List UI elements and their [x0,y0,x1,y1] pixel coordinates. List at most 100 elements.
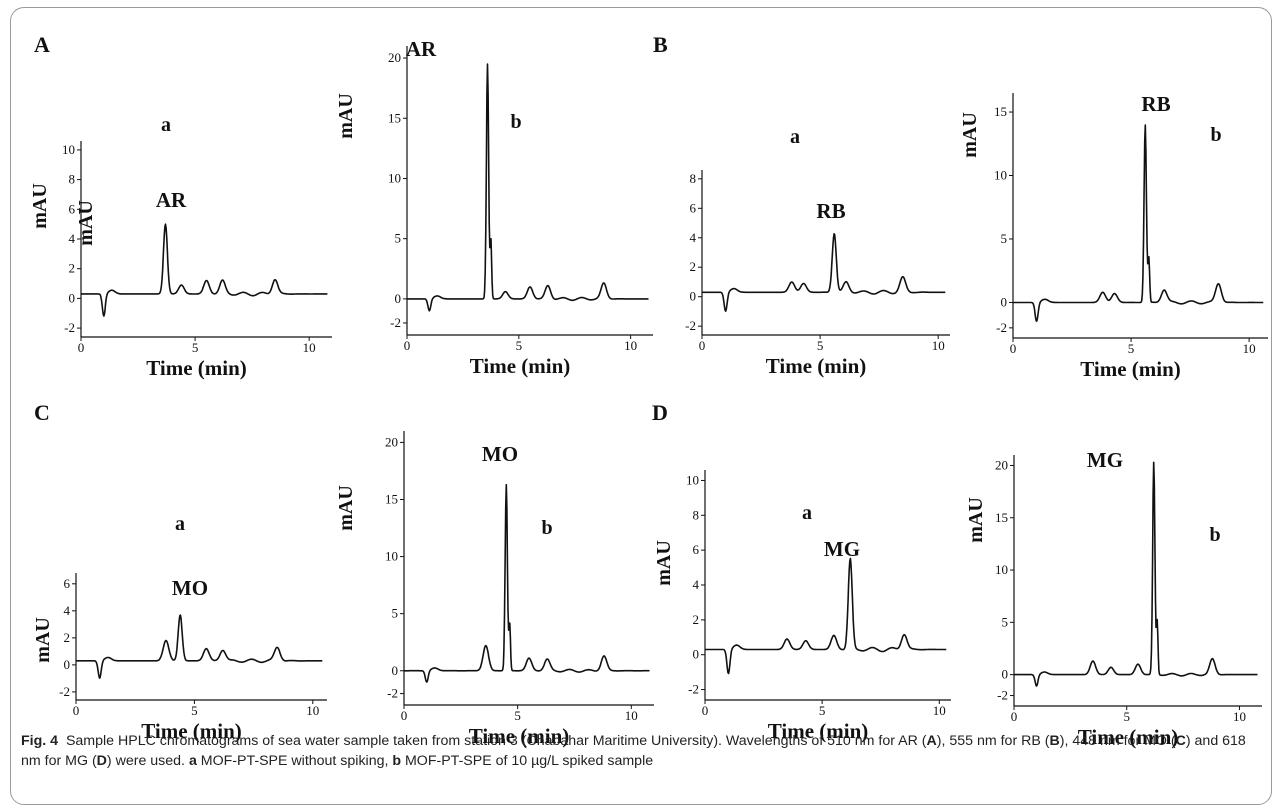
peak-label-b-b: RB [1141,92,1170,116]
y-tick-label-d-b: 10 [995,562,1008,577]
subpanel-label-a-b: b [510,111,521,133]
peak-label-a-a: AR [156,188,187,212]
y-tick-label-d-b: 0 [1002,667,1009,682]
y-tick-label-d-a: -2 [688,682,699,697]
y-tick-label-c-a: -2 [59,684,70,699]
x-tick-label-a-a: 5 [192,340,199,355]
x-tick-label-d-a: 10 [933,703,946,718]
x-tick-label-a-b: 10 [624,338,637,353]
y-tick-label-d-a: 4 [693,577,700,592]
panel-letter-B: B [653,32,668,57]
y-tick-label-a-b: -2 [390,315,401,330]
y-tick-label-b-b: 15 [994,104,1007,119]
y-tick-label-b-b: 0 [1001,294,1008,309]
caption-text-6: MOF-PT-SPE without spiking, [196,753,393,769]
y-tick-label-d-b: 15 [995,510,1008,525]
x-tick-label-d-b: 0 [1011,709,1018,724]
y-axis-label-d-b: mAU [965,497,987,543]
chromatogram-trace-b-a [701,233,946,312]
y-tick-label-d-b: 20 [995,457,1008,472]
y-tick-label-a-b: 10 [388,170,401,185]
y-tick-label-d-a: 2 [693,612,700,627]
y-tick-label-c-b: 5 [392,606,399,621]
x-tick-label-d-b: 5 [1123,709,1130,724]
x-tick-label-b-a: 5 [817,338,824,353]
caption-text-3: ), 448 nm for MO ( [1059,733,1176,749]
y-tick-label-a-a: 2 [69,261,76,276]
caption-ref-b: b [392,753,402,769]
y-tick-label-b-a: 0 [690,289,697,304]
caption-label: Fig. 4 [21,733,59,749]
peak-label-d-a: MG [824,537,860,561]
subpanel-label-b-a: a [790,126,800,148]
caption-ref-a: a [188,753,197,769]
chromatogram-trace-b-b [1012,124,1264,322]
y-tick-label-b-a: 4 [690,230,697,245]
panel-letter-D: D [652,400,668,425]
subpanel-label-d-b: b [1209,524,1220,546]
y-tick-label-d-b: 5 [1002,614,1009,629]
x-tick-label-c-a: 0 [73,703,80,718]
y-tick-label-a-a: 10 [62,142,75,157]
caption-ref-B: B [1049,733,1060,749]
y-tick-label-c-a: 2 [64,630,71,645]
peak-label-a-b: AR [406,37,437,61]
y-axis-label-c-b: mAU [335,485,357,531]
x-tick-label-c-a: 10 [306,703,319,718]
subpanel-label-b-b: b [1210,124,1221,146]
y-tick-label-c-b: 15 [385,492,398,507]
y-axis-label-d-a: mAU [653,540,675,586]
y-tick-label-a-a: 4 [69,231,76,246]
y-tick-label-d-b: -2 [997,688,1008,703]
x-tick-label-c-b: 10 [625,708,638,723]
panel-letter-C: C [34,400,50,425]
caption-text-5: ) were used. [106,753,189,769]
caption-text-4: ) and 618 nm for MG ( [21,733,1246,769]
x-tick-label-a-b: 0 [404,338,411,353]
x-tick-label-c-b: 0 [401,708,408,723]
y-tick-label-d-a: 10 [686,472,699,487]
caption-text-2: ), 555 nm for RB ( [936,733,1050,749]
y-tick-label-a-a: 0 [69,290,76,305]
subpanel-label-c-a: a [175,513,185,535]
y-tick-label-c-b: -2 [387,686,398,701]
x-tick-label-b-b: 0 [1010,341,1017,356]
caption-text-7: MOF-PT-SPE of 10 µg/L spiked sample [401,753,654,769]
y-tick-label-b-b: 5 [1001,231,1008,246]
y-tick-label-b-a: -2 [685,318,696,333]
y-tick-label-a-b: 0 [395,291,402,306]
y-tick-label-d-a: 8 [693,507,700,522]
y-axis-label-c-a: mAU [32,617,54,663]
subpanel-label-c-b: b [541,517,552,539]
caption-text-1: Sample HPLC chromatograms of sea water s… [65,733,927,749]
y-axis-label-a-b: mAU [335,93,357,139]
y-tick-label-a-a: 6 [69,201,76,216]
y-tick-label-d-a: 0 [693,647,700,662]
y-tick-label-b-a: 6 [690,200,697,215]
peak-label-b-a: RB [816,199,845,223]
peak-label-d-b: MG [1087,448,1123,472]
figure-frame [10,7,1272,805]
chromatogram-trace-c-b [403,483,650,683]
y-tick-label-b-b: 10 [994,168,1007,183]
x-tick-label-a-a: 0 [78,340,85,355]
x-tick-label-c-a: 5 [191,703,198,718]
x-axis-label-b-b: Time (min) [1080,357,1181,381]
figure-caption: Fig. 4 Sample HPLC chromatograms of sea … [21,731,1261,771]
caption-ref-D: D [96,753,107,769]
x-tick-label-a-b: 5 [516,338,523,353]
chromatogram-trace-a-b [406,63,649,312]
y-tick-label-c-a: 0 [64,657,71,672]
y-tick-label-c-a: 4 [64,603,71,618]
subpanel-label-d-a: a [802,502,812,524]
caption-ref-C: C [1175,733,1186,749]
x-axis-label-d-b: Time (min) [1078,725,1179,749]
x-tick-label-d-a: 5 [819,703,826,718]
x-axis-label-a-a: Time (min) [146,356,247,380]
x-tick-label-b-b: 5 [1128,341,1135,356]
chromatogram-trace-d-a [704,557,947,675]
x-tick-label-b-b: 10 [1243,341,1256,356]
x-tick-label-b-a: 10 [932,338,945,353]
y-tick-label-b-a: 8 [690,171,697,186]
chromatogram-trace-d-b [1013,461,1258,687]
